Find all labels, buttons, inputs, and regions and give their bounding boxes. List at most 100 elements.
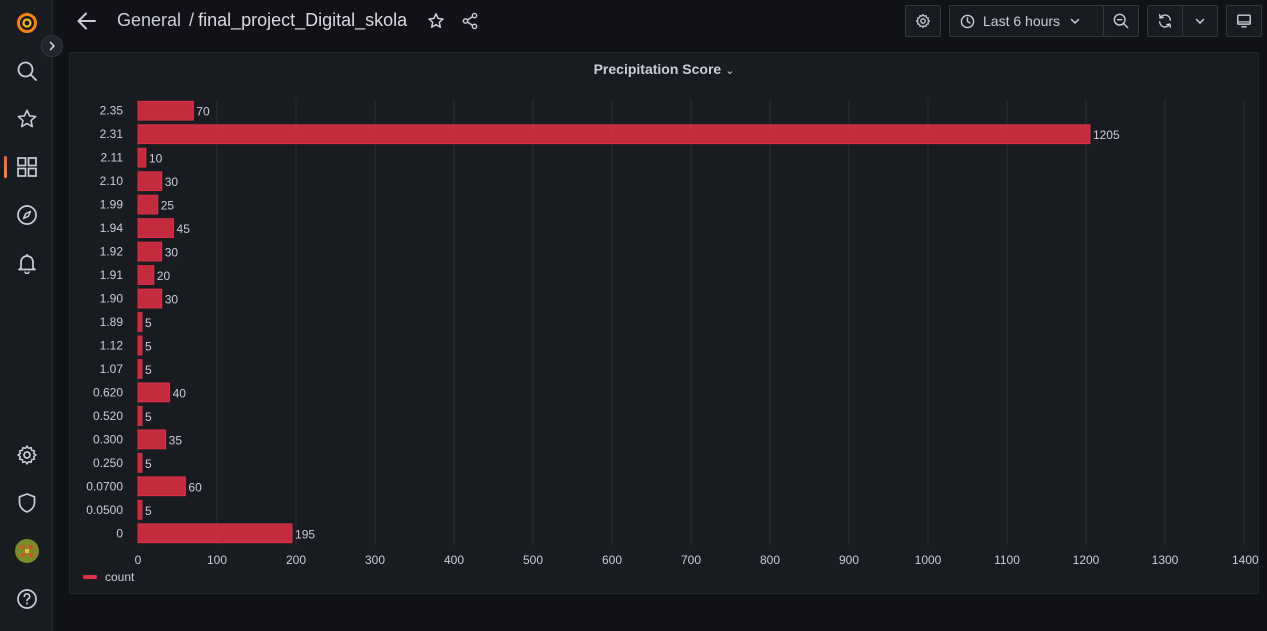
- configuration-icon[interactable]: [0, 435, 53, 475]
- expand-sidebar-button[interactable]: [41, 35, 63, 57]
- y-category-label: 1.91: [100, 268, 124, 282]
- bar-chart-panel: Precipitation Score ⌄ 0 100 200 300 400 500 600…: [69, 52, 1259, 594]
- shield-icon[interactable]: [0, 483, 53, 523]
- bar: [137, 476, 186, 497]
- zoom-out-button[interactable]: [1103, 5, 1139, 37]
- sidebar: [0, 0, 53, 631]
- y-category-label: 1.89: [100, 315, 124, 329]
- refresh-icon: [1158, 14, 1172, 28]
- y-category-label: 2.35: [100, 104, 124, 118]
- chevron-down-icon: [1195, 18, 1205, 25]
- time-range-picker[interactable]: Last 6 hours: [949, 5, 1104, 37]
- bar: [137, 382, 171, 403]
- y-category-label: 0.250: [93, 456, 123, 470]
- refresh-interval-dropdown[interactable]: [1182, 5, 1218, 37]
- bar-value-label: 30: [165, 246, 179, 260]
- y-category-label: 0.0700: [86, 479, 123, 493]
- panel-title[interactable]: Precipitation Score ⌄: [70, 61, 1258, 77]
- bar: [137, 265, 155, 285]
- share-dashboard-button[interactable]: [459, 10, 481, 32]
- bar-value-label: 5: [145, 363, 152, 377]
- y-category-label: 2.10: [100, 174, 124, 188]
- x-tick-label: 900: [839, 553, 859, 567]
- star-dashboard-button[interactable]: [425, 10, 447, 32]
- search-icon[interactable]: [0, 51, 53, 91]
- star-icon[interactable]: [0, 99, 53, 139]
- y-category-label: 1.99: [100, 198, 124, 212]
- x-tick-label: 700: [681, 553, 701, 567]
- chevron-down-icon: [1070, 18, 1080, 25]
- x-tick-label: 100: [207, 553, 227, 567]
- bar: [137, 406, 143, 426]
- y-category-label: 2.11: [101, 151, 124, 165]
- x-tick-label: 1000: [915, 553, 942, 567]
- arrow-left-icon: [77, 12, 96, 30]
- bar: [137, 429, 167, 450]
- monitor-icon: [1237, 14, 1251, 28]
- bar-value-label: 5: [145, 339, 152, 353]
- x-tick-label: 1400: [1232, 553, 1259, 567]
- x-tick-label: 1100: [994, 553, 1020, 567]
- bar-value-label: 45: [177, 222, 191, 236]
- alerting-icon[interactable]: [0, 243, 53, 283]
- x-tick-label: 0: [135, 553, 142, 567]
- bar: [137, 452, 143, 473]
- clock-icon: [960, 14, 975, 28]
- bar-value-label: 10: [149, 152, 163, 166]
- y-category-label: 0.620: [93, 385, 123, 399]
- bar-chart: 0 100 200 300 400 500 600 700 800 900 1000 1100 1200…: [86, 99, 1259, 567]
- explore-icon[interactable]: [0, 195, 53, 235]
- y-category-label: 1.90: [100, 292, 124, 306]
- bar-value-label: 5: [145, 410, 152, 424]
- x-tick-label: 1300: [1152, 553, 1179, 567]
- breadcrumb-folder[interactable]: General: [117, 10, 182, 30]
- bar: [137, 288, 163, 309]
- help-icon[interactable]: [0, 579, 53, 619]
- gear-icon: [915, 13, 931, 29]
- top-navbar: General / final_project_Digital_skola La…: [53, 0, 1267, 42]
- bar-value-label: 70: [196, 105, 210, 119]
- y-category-label: 1.12: [100, 338, 124, 352]
- panel-title-text: Precipitation Score: [593, 61, 722, 77]
- dashboard-title[interactable]: final_project_Digital_skola: [198, 10, 408, 30]
- tv-mode-button[interactable]: [1226, 5, 1262, 37]
- x-tick-label: 400: [444, 553, 464, 567]
- bar-value-label: 1205: [1093, 128, 1120, 142]
- x-tick-label: 300: [365, 553, 385, 567]
- grafana-logo-icon[interactable]: [0, 2, 53, 42]
- bar-value-label: 40: [173, 386, 187, 400]
- refresh-button[interactable]: [1147, 5, 1183, 37]
- bar: [137, 171, 163, 192]
- legend-item-count[interactable]: count: [83, 570, 134, 584]
- dashboard-settings-button[interactable]: [905, 5, 941, 37]
- bar: [137, 241, 163, 262]
- bar-value-label: 30: [165, 293, 179, 307]
- back-button[interactable]: [75, 10, 99, 32]
- breadcrumb: General / final_project_Digital_skola: [117, 10, 407, 31]
- bar-value-label: 5: [145, 457, 152, 471]
- bar-value-label: 60: [188, 480, 202, 494]
- share-icon: [462, 12, 478, 30]
- y-category-label: 0: [116, 526, 123, 540]
- dashboards-icon[interactable]: [0, 147, 53, 187]
- bar: [137, 124, 1091, 145]
- x-tick-label: 600: [602, 553, 622, 567]
- bar: [137, 100, 194, 121]
- x-tick-label: 800: [760, 553, 780, 567]
- legend-swatch: [83, 575, 97, 579]
- bar: [137, 147, 147, 168]
- bar: [137, 499, 143, 520]
- bar-value-label: 30: [165, 175, 179, 189]
- breadcrumb-separator: /: [189, 10, 195, 30]
- y-category-label: 1.92: [100, 245, 124, 259]
- chevron-down-icon: ⌄: [725, 65, 735, 77]
- avatar[interactable]: [0, 531, 53, 571]
- x-tick-label: 500: [523, 553, 543, 567]
- bar: [137, 335, 143, 356]
- bar: [137, 359, 143, 379]
- y-category-label: 0.300: [93, 432, 123, 446]
- bar-value-label: 25: [161, 199, 175, 213]
- bar: [137, 312, 143, 332]
- y-category-label: 0.520: [93, 409, 123, 423]
- time-range-label: Last 6 hours: [983, 13, 1061, 29]
